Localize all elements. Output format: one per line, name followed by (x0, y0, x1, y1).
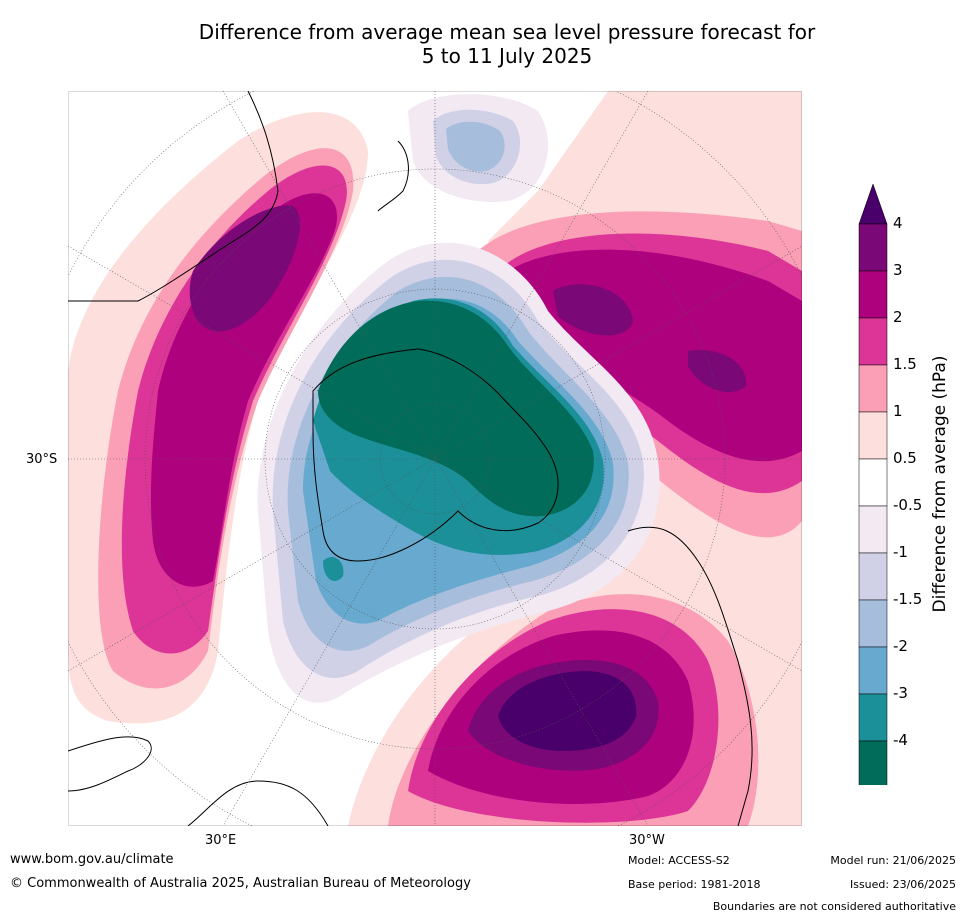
africa-coastline (68, 736, 152, 792)
colorbar-tick-label: 4 (893, 214, 903, 232)
colorbar-tick-label: -1.5 (893, 590, 923, 608)
colorbar-swatch (858, 552, 888, 601)
colorbar-swatch (858, 646, 888, 695)
coastlines (68, 91, 753, 826)
colorbar-swatch (858, 458, 888, 507)
colorbar-swatch (858, 270, 888, 319)
colorbar-over-triangle (858, 183, 888, 225)
colorbar-tick-label: 1.5 (893, 355, 917, 373)
colorbar-tick-label: -0.5 (893, 496, 923, 514)
colorbar-tick-label: 3 (893, 261, 903, 279)
colorbar-swatch (858, 317, 888, 366)
southern-africa-coastline (187, 780, 329, 826)
lon-label-30w: 30°W (629, 833, 665, 848)
negative-anomaly-north (408, 94, 548, 202)
colorbar-swatch (858, 364, 888, 413)
colorbar-swatch (858, 223, 888, 272)
positive-anomaly-south (348, 567, 802, 826)
colorbar-title: Difference from average (hPa) (930, 355, 950, 613)
antarctica-coastline (312, 348, 559, 562)
model-run-date: Model run: 21/06/2025 (830, 854, 956, 867)
copyright-text: © Commonwealth of Australia 2025, Austra… (10, 876, 471, 891)
colorbar-swatch (858, 693, 888, 742)
south-america-coastline (627, 526, 753, 826)
positive-anomaly-west (68, 112, 368, 724)
new-zealand-coastline (377, 140, 409, 212)
colorbar-tick-label: -3 (893, 684, 908, 702)
title-line-2: 5 to 11 July 2025 (421, 44, 593, 68)
colorbar-swatch (858, 740, 888, 785)
issued-date: Issued: 23/06/2025 (849, 878, 956, 891)
negative-anomaly-antarctica (257, 242, 660, 703)
colorbar-tick-label: 2 (893, 308, 903, 326)
colorbar-swatch (858, 411, 888, 460)
colorbar-tick-label: -2 (893, 637, 908, 655)
base-period: Base period: 1981-2018 (628, 878, 761, 891)
graticule (68, 91, 802, 826)
colorbar-tick-label: 0.5 (893, 449, 917, 467)
colorbar-tick-label: -1 (893, 543, 908, 561)
colorbar-tick-label: -4 (893, 731, 908, 749)
colorbar-tick-label: 1 (893, 402, 903, 420)
pressure-anomaly-map (68, 91, 802, 826)
colorbar-swatch (858, 599, 888, 648)
australia-coastline (68, 91, 279, 302)
map-title: Difference from average mean sea level p… (0, 20, 965, 68)
colorbar (858, 183, 888, 785)
boundaries-disclaimer: Boundaries are not considered authoritat… (712, 900, 956, 913)
model-name: Model: ACCESS-S2 (628, 854, 730, 867)
lon-label-30e: 30°E (205, 833, 237, 848)
title-line-1: Difference from average mean sea level p… (198, 20, 816, 44)
lat-label-30s: 30°S (26, 452, 58, 467)
website-link[interactable]: www.bom.gov.au/climate (10, 852, 174, 867)
colorbar-swatch (858, 505, 888, 554)
